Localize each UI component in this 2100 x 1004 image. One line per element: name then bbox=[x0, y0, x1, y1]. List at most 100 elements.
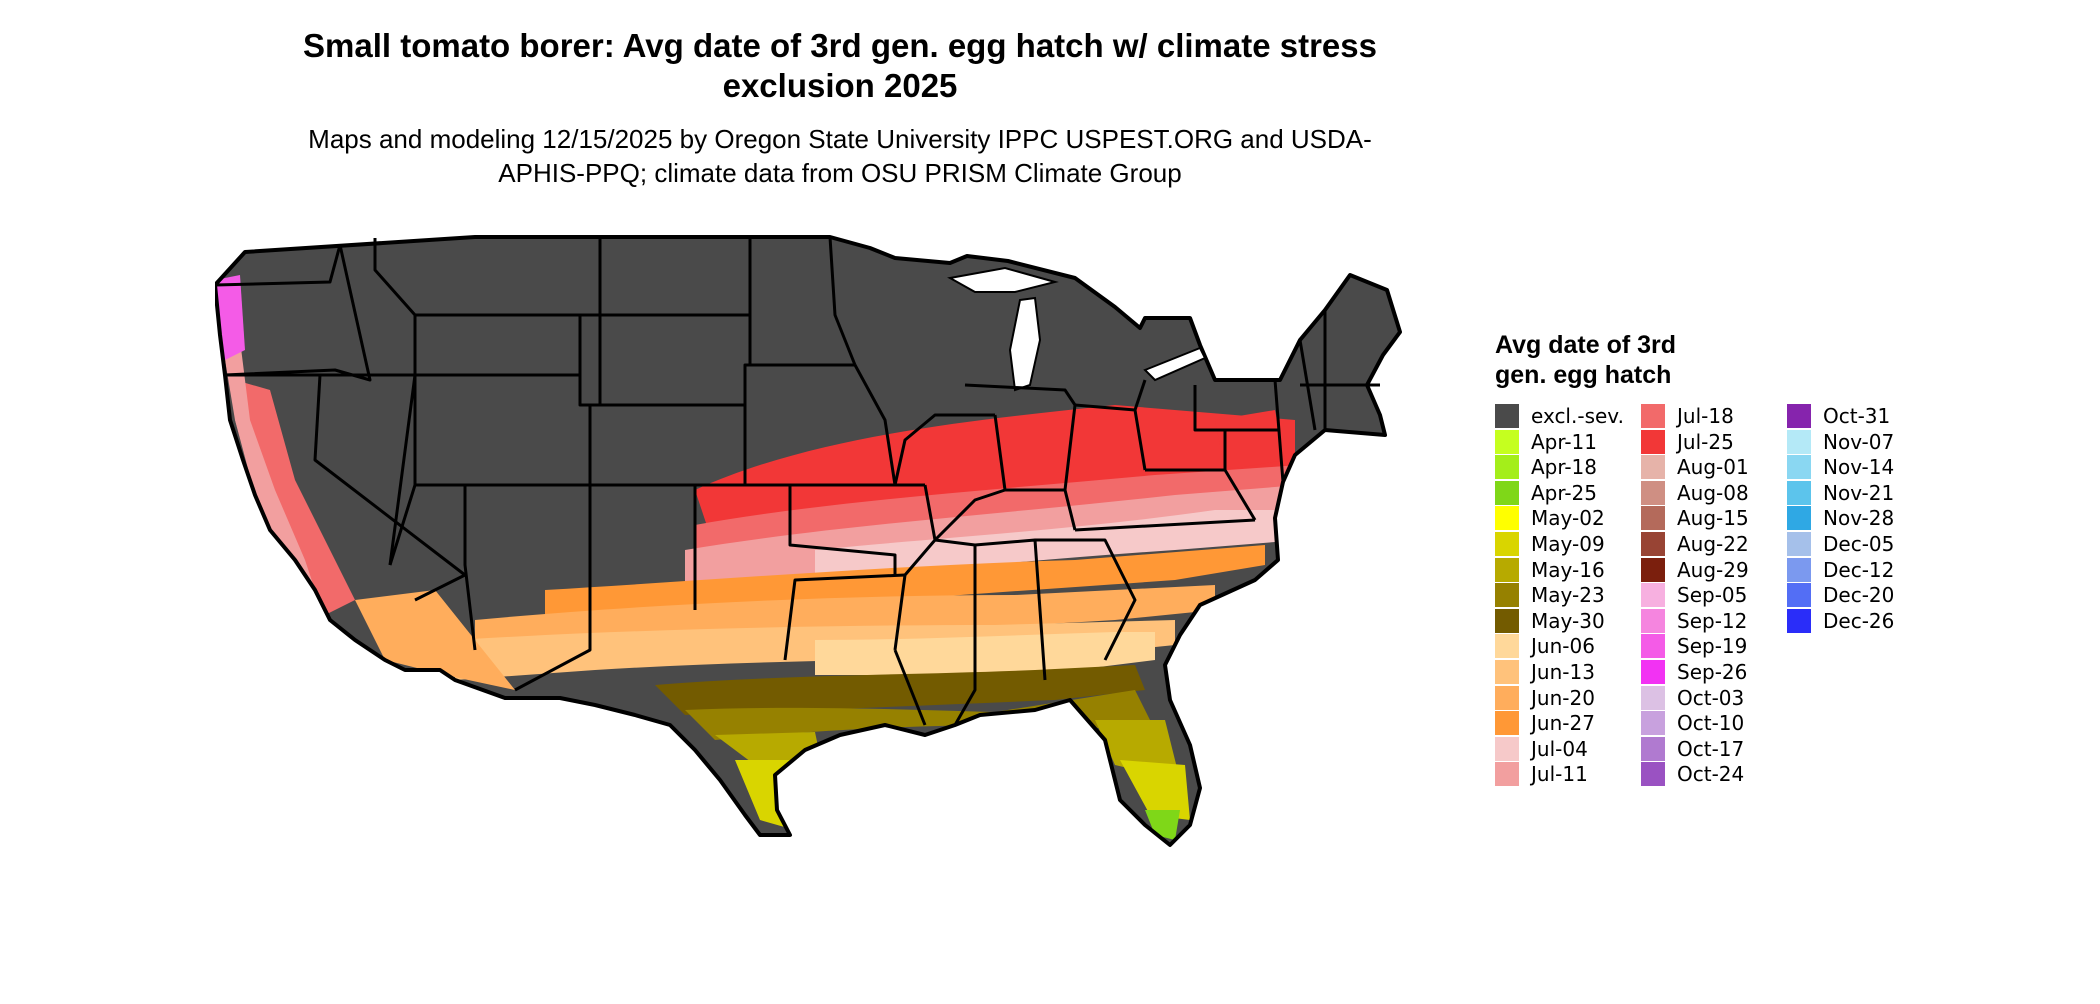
zone-may-09 bbox=[735, 760, 1190, 830]
legend-label: May-16 bbox=[1531, 557, 1605, 582]
legend-label: Oct-24 bbox=[1677, 762, 1745, 787]
legend-item: Jun-20 bbox=[1495, 685, 1595, 710]
zone-california-coast bbox=[220, 330, 315, 590]
zone-california-valley bbox=[235, 380, 355, 615]
legend-item: Dec-20 bbox=[1787, 583, 1895, 608]
legend-swatch bbox=[1495, 532, 1519, 556]
legend-item: Apr-18 bbox=[1495, 455, 1597, 480]
legend-item: Oct-24 bbox=[1641, 762, 1745, 787]
legend-label: Sep-19 bbox=[1677, 634, 1748, 659]
legend-item: Jul-25 bbox=[1641, 429, 1734, 454]
legend-item: Jul-04 bbox=[1495, 736, 1588, 761]
legend-swatch bbox=[1641, 583, 1665, 608]
legend-item: Oct-17 bbox=[1641, 736, 1745, 761]
legend-label: Jul-04 bbox=[1531, 736, 1588, 761]
legend-swatch bbox=[1641, 762, 1665, 787]
legend-swatch bbox=[1641, 506, 1665, 531]
legend-swatch bbox=[1495, 634, 1519, 659]
legend-swatch bbox=[1641, 634, 1665, 659]
legend-swatch bbox=[1495, 762, 1519, 787]
legend-swatch bbox=[1495, 711, 1519, 736]
legend-label: Jun-20 bbox=[1531, 685, 1595, 710]
legend-item: Jun-06 bbox=[1495, 634, 1595, 659]
legend-swatch bbox=[1495, 557, 1519, 582]
legend-item: May-02 bbox=[1495, 506, 1605, 531]
legend-item: Sep-19 bbox=[1641, 634, 1748, 659]
legend-swatch bbox=[1495, 429, 1519, 454]
us-outline bbox=[215, 235, 1402, 847]
legend-swatch bbox=[1641, 736, 1665, 761]
map-title: Small tomato borer: Avg date of 3rd gen.… bbox=[303, 27, 1377, 104]
legend-item: Oct-31 bbox=[1787, 404, 1890, 428]
legend-label: Sep-05 bbox=[1677, 583, 1748, 608]
legend-label: May-30 bbox=[1531, 608, 1605, 633]
legend-label: Jul-18 bbox=[1677, 404, 1734, 428]
legend-swatch bbox=[1495, 685, 1519, 710]
legend-label: Aug-01 bbox=[1677, 455, 1749, 480]
legend-swatch bbox=[1495, 608, 1519, 633]
legend-label: Dec-26 bbox=[1823, 608, 1895, 633]
legend-label: Oct-17 bbox=[1677, 736, 1745, 761]
legend-item: Jun-13 bbox=[1495, 660, 1595, 684]
legend-label: May-09 bbox=[1531, 532, 1605, 556]
legend-item: Aug-01 bbox=[1641, 455, 1749, 480]
legend-label: Oct-31 bbox=[1823, 404, 1891, 428]
legend-swatch bbox=[1787, 480, 1811, 505]
zone-mid-atlantic bbox=[1215, 410, 1285, 470]
legend-item: Dec-12 bbox=[1787, 557, 1895, 582]
legend-item: Sep-26 bbox=[1641, 660, 1747, 684]
zone-jul-04 bbox=[815, 510, 1300, 580]
lake-superior bbox=[947, 266, 1059, 293]
legend-item: Nov-07 bbox=[1787, 429, 1894, 454]
legend-swatch bbox=[1641, 532, 1665, 556]
legend-swatch bbox=[1641, 455, 1665, 480]
legend-swatch bbox=[1495, 404, 1519, 428]
legend-title: Avg date of 3rd gen. egg hatch bbox=[1495, 331, 1677, 389]
legend-label: Jun-13 bbox=[1531, 660, 1595, 684]
lake-michigan bbox=[1008, 296, 1042, 392]
legend-label: Aug-08 bbox=[1677, 480, 1749, 505]
legend-label: Aug-29 bbox=[1677, 557, 1749, 582]
state-boundaries bbox=[215, 236, 1380, 726]
legend-item: Oct-03 bbox=[1641, 685, 1745, 710]
legend-label: May-02 bbox=[1531, 506, 1605, 531]
legend-item: Jul-11 bbox=[1495, 762, 1588, 787]
legend-label: Oct-03 bbox=[1677, 685, 1745, 710]
legend-label: Jul-25 bbox=[1677, 429, 1734, 454]
legend-swatch bbox=[1787, 557, 1811, 582]
legend-label: May-23 bbox=[1531, 583, 1605, 608]
legend-swatch bbox=[1641, 711, 1665, 736]
legend-item: Sep-05 bbox=[1641, 583, 1748, 608]
legend-item: Jul-18 bbox=[1641, 404, 1734, 428]
legend-item: May-09 bbox=[1495, 532, 1605, 556]
legend-swatch bbox=[1787, 429, 1811, 454]
legend-label: Jun-27 bbox=[1531, 711, 1595, 736]
zone-may-30 bbox=[655, 665, 1145, 715]
legend-item: Oct-10 bbox=[1641, 711, 1744, 736]
legend-item: Aug-15 bbox=[1641, 506, 1749, 531]
legend-item: Dec-26 bbox=[1787, 608, 1895, 633]
legend: Avg date of 3rd gen. egg hatch excl.-sev… bbox=[1495, 330, 1894, 1004]
legend-swatch bbox=[1641, 480, 1665, 505]
legend-swatch bbox=[1787, 455, 1811, 480]
legend-label: excl.-sev. bbox=[1531, 404, 1624, 428]
legend-label: Dec-20 bbox=[1823, 583, 1895, 608]
legend-swatch bbox=[1641, 429, 1665, 454]
legend-swatch bbox=[1641, 685, 1665, 710]
legend-swatch bbox=[1495, 506, 1519, 531]
legend-label: Nov-14 bbox=[1823, 455, 1895, 480]
legend-swatch bbox=[1787, 608, 1811, 633]
legend-item: Jun-27 bbox=[1495, 711, 1595, 736]
legend-label: Apr-25 bbox=[1531, 480, 1597, 505]
legend-label: Dec-12 bbox=[1823, 557, 1895, 582]
lake-erie bbox=[1143, 346, 1207, 382]
legend-item: May-30 bbox=[1495, 608, 1605, 633]
legend-item: Nov-21 bbox=[1787, 480, 1894, 505]
legend-swatch bbox=[1787, 506, 1811, 531]
map-subtitle: Maps and modeling 12/15/2025 by Oregon S… bbox=[308, 124, 1372, 188]
legend-label: Apr-18 bbox=[1531, 455, 1597, 480]
legend-label: Jun-06 bbox=[1531, 634, 1595, 659]
legend-item: Apr-11 bbox=[1495, 429, 1597, 454]
legend-item: excl.-sev. bbox=[1495, 404, 1624, 428]
legend-swatch bbox=[1641, 608, 1665, 633]
